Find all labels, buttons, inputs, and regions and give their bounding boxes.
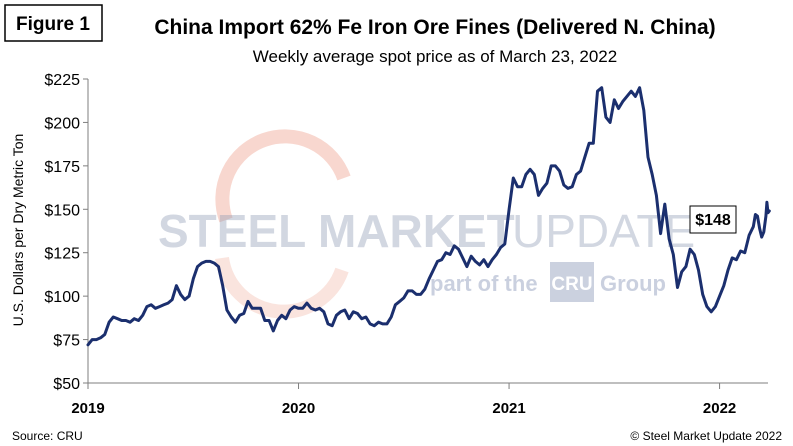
- figure-label: Figure 1: [16, 14, 90, 35]
- y-tick-label: $225: [44, 72, 80, 89]
- figure-label-box: [4, 4, 103, 42]
- x-tick-label: 2019: [71, 400, 104, 417]
- callout-latest-price: $148: [695, 212, 731, 229]
- watermark-word-steel: STEEL: [158, 205, 306, 257]
- x-tick-label: 2022: [703, 400, 736, 417]
- chart-title: China Import 62% Fe Iron Ore Fines (Deli…: [154, 16, 715, 39]
- watermark-word-market: MARKET: [318, 205, 515, 257]
- y-tick-label: $150: [44, 202, 80, 219]
- y-tick-label: $75: [53, 333, 80, 350]
- watermark-brand-box: [550, 262, 594, 302]
- watermark-tagline-post: Group: [600, 271, 666, 296]
- y-axis-ticks: $50 $75 $100 $125 $150 $175 $200 $225: [44, 72, 88, 393]
- series-line-iron-ore-price: [86, 86, 771, 347]
- copyright-note: © Steel Market Update 2022: [630, 429, 782, 443]
- x-axis-ticks: 2019 2020 2021 2022: [71, 383, 736, 417]
- y-tick-label: $200: [44, 115, 80, 132]
- x-tick-label: 2021: [492, 400, 525, 417]
- watermark: STEEL MARKET UPDATE part of the CRU Grou…: [158, 129, 695, 319]
- watermark-arc-top: [215, 129, 351, 223]
- watermark-brand: CRU: [551, 274, 592, 295]
- y-axis-label: U.S. Dollars per Dry Metric Ton: [10, 134, 26, 327]
- x-tick-label: 2020: [282, 400, 315, 417]
- watermark-arc-bottom: [215, 256, 349, 319]
- callout-box: [689, 205, 737, 234]
- y-tick-label: $50: [53, 376, 80, 393]
- watermark-tagline-pre: part of the: [430, 271, 538, 296]
- y-tick-label: $125: [44, 246, 80, 263]
- source-note: Source: CRU: [12, 429, 83, 443]
- y-tick-label: $100: [44, 289, 80, 306]
- y-tick-label: $175: [44, 159, 80, 176]
- chart-subtitle: Weekly average spot price as of March 23…: [253, 47, 617, 66]
